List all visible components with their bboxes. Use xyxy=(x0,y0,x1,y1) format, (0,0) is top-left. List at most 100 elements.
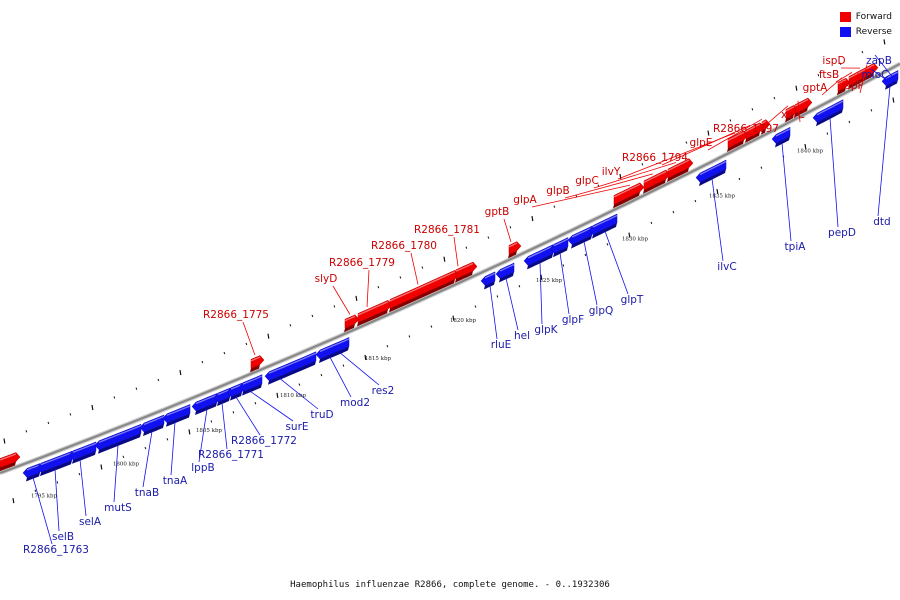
gene-tnab xyxy=(139,414,165,436)
marker-forward xyxy=(69,413,72,416)
gene-ftsb-side xyxy=(848,80,858,90)
marker-reverse xyxy=(628,232,631,238)
label-slyd: slyD xyxy=(315,273,338,285)
gene-tpia-highlight xyxy=(775,128,791,137)
marker-forward xyxy=(773,96,776,100)
marker-forward xyxy=(531,215,534,222)
gene-r2866-1794-highlight xyxy=(745,123,761,132)
gene-r2866-1772-highlight xyxy=(230,383,243,390)
gene-block-unlabeled-body xyxy=(0,452,21,468)
gene-tpia-side xyxy=(775,136,790,148)
gene-glpa-side xyxy=(613,191,640,209)
gene-gptb xyxy=(508,241,522,259)
gene-sure-highlight xyxy=(242,375,263,385)
gene-tpia xyxy=(771,126,791,148)
gene-glpb-highlight xyxy=(643,170,667,183)
gene-gpta-side xyxy=(837,87,846,96)
gene-slyd-side xyxy=(344,323,355,333)
label-r2866-1780: R2866_1780 xyxy=(371,240,437,252)
genome-caption: Haemophilus influenzae R2866, complete g… xyxy=(290,580,610,590)
label-selb: selB xyxy=(52,531,74,543)
label-rlue: rluE xyxy=(491,339,512,351)
label-glpe: glpE xyxy=(690,137,713,149)
label-tnaa: tnaA xyxy=(163,475,188,487)
marker-forward xyxy=(553,205,556,208)
gene-gptb-highlight xyxy=(508,242,518,248)
gene-tnaa-side xyxy=(166,413,190,427)
gene-ispf-highlight xyxy=(865,64,875,70)
gene-ilvy-highlight xyxy=(727,131,745,142)
gene-glpb-side xyxy=(643,179,666,194)
label-hel: hel xyxy=(514,330,530,342)
marker-reverse xyxy=(650,221,653,225)
legend-reverse: Reverse xyxy=(839,24,892,39)
gene-ilvc xyxy=(695,159,727,187)
marker-forward xyxy=(377,286,380,289)
marker-reverse xyxy=(276,392,279,398)
gene-glpq xyxy=(567,225,593,249)
marker-forward xyxy=(421,266,424,269)
label-r2866-1775: R2866_1775 xyxy=(203,309,269,321)
forward-swatch xyxy=(839,11,851,22)
leader-res2 xyxy=(339,352,380,386)
leader-ispf xyxy=(859,64,868,94)
marker-reverse xyxy=(254,401,257,405)
label-r2866-1779: R2866_1779 xyxy=(329,257,395,269)
tick-label-1825-kbp: 1825 kbp xyxy=(536,278,563,284)
gene-block-unlabeled xyxy=(0,452,21,472)
gene-hel-side xyxy=(499,272,514,283)
marker-forward xyxy=(817,74,820,77)
legend-forward: Forward xyxy=(839,9,892,24)
leader-lppb xyxy=(198,408,208,463)
leader-r2866-1771 xyxy=(221,402,228,450)
marker-reverse xyxy=(848,120,851,124)
marker-forward xyxy=(157,378,160,382)
marker-forward xyxy=(685,141,688,144)
marker-reverse xyxy=(870,109,873,112)
gene-glpa-body xyxy=(613,182,645,205)
leader-r2866-1763 xyxy=(32,477,53,545)
marker-reverse xyxy=(540,274,543,280)
marker-reverse xyxy=(34,489,37,493)
leader-zapb xyxy=(874,54,898,83)
label-mioc: mioC xyxy=(862,69,889,81)
marker-reverse xyxy=(364,354,367,361)
leader-rlue xyxy=(489,285,498,340)
gene-r2866-1771-side xyxy=(217,397,230,406)
gene-gpta-body xyxy=(837,77,851,92)
marker-reverse xyxy=(78,472,81,476)
leader-glpk xyxy=(539,262,543,325)
tick-label-1805-kbp: 1805 kbp xyxy=(196,428,223,434)
leader-selb xyxy=(54,469,60,532)
leader-glpf xyxy=(559,252,570,315)
marker-forward xyxy=(289,324,292,327)
gene-muts-side xyxy=(98,433,141,454)
label-mod2: mod2 xyxy=(340,397,370,409)
gene-glpt-side xyxy=(592,223,617,239)
gene-sela xyxy=(68,441,97,464)
label-r2866-1772: R2866_1772 xyxy=(231,435,297,447)
label-ispd: ispD xyxy=(822,55,845,67)
marker-forward xyxy=(883,39,886,45)
label-xerc: xerC xyxy=(781,109,805,121)
marker-reverse xyxy=(144,446,147,450)
label-sela: selA xyxy=(79,516,102,528)
gene-xerc-side xyxy=(794,107,808,118)
gene-ilvc-side xyxy=(699,169,726,187)
marker-forward xyxy=(201,360,204,364)
marker-reverse xyxy=(210,420,213,423)
leader-r2866-1775 xyxy=(242,321,256,356)
gene-r2866-1763-side xyxy=(26,472,40,482)
label-ftsb: ftsB xyxy=(819,69,839,81)
leader-mioc xyxy=(870,68,894,85)
marker-forward xyxy=(795,85,798,91)
backbone-line xyxy=(0,62,900,475)
gene-lppb-side xyxy=(195,402,217,415)
gene-glpt-highlight xyxy=(592,214,618,228)
marker-forward xyxy=(267,333,270,339)
gene-selb-highlight xyxy=(40,452,73,466)
tick-label-1820-kbp: 1820 kbp xyxy=(450,318,477,324)
leader-tnaa xyxy=(170,422,176,476)
label-glpk: glpK xyxy=(534,324,558,336)
marker-forward xyxy=(487,236,490,239)
